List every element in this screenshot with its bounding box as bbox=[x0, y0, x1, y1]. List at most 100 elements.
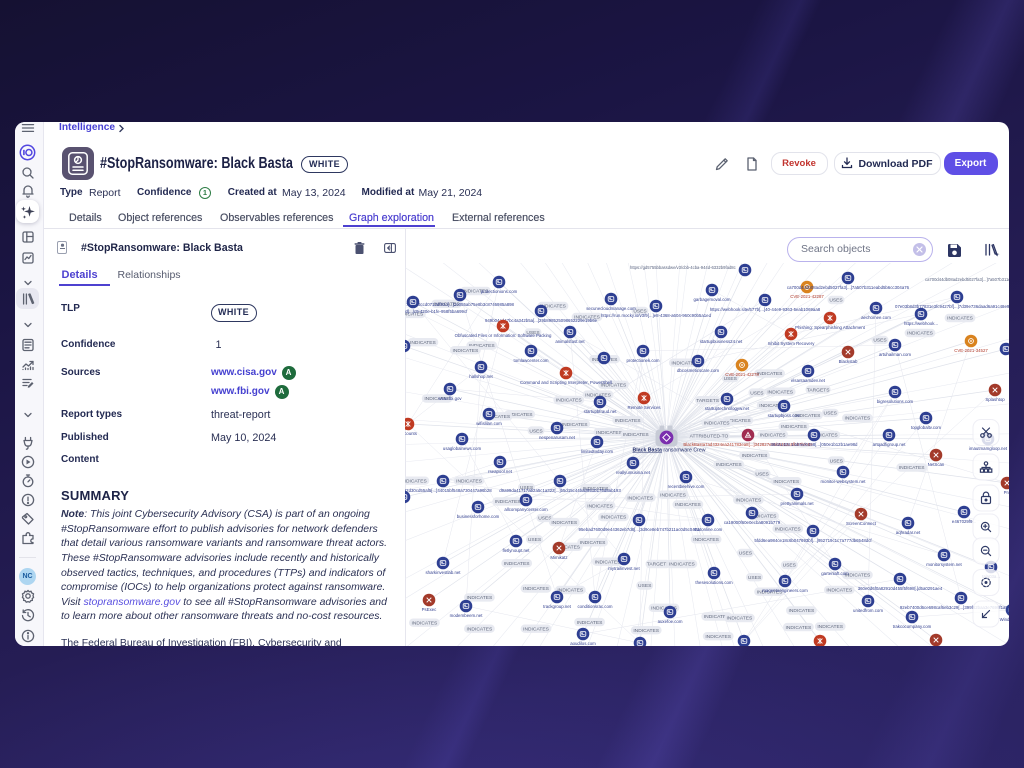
svg-text:INDICATES: INDICATES bbox=[727, 616, 753, 622]
svg-text:aechomee.com: aechomee.com bbox=[861, 315, 891, 320]
svg-text:INDICATES: INDICATES bbox=[540, 304, 566, 310]
svg-text:INDICATES: INDICATES bbox=[615, 418, 641, 424]
svg-text:INDICATES: INDICATES bbox=[845, 416, 871, 422]
svg-text:trakcocompany.com: trakcocompany.com bbox=[893, 624, 932, 629]
svg-text:INDICATES: INDICATES bbox=[463, 289, 489, 295]
svg-text:rnatonline.com: rnatonline.com bbox=[694, 527, 723, 532]
svg-text:INDICATES: INDICATES bbox=[725, 418, 751, 424]
svg-text:garbagemoval.com: garbagemoval.com bbox=[694, 297, 731, 302]
svg-text:protectionions.com: protectionions.com bbox=[481, 289, 518, 294]
svg-text:ScreenConnect: ScreenConnect bbox=[846, 521, 877, 526]
svg-text:artuhailman.com: artuhailman.com bbox=[879, 352, 911, 357]
svg-text:BlackBasta7ad4324ea241783ea8[.: BlackBasta7ad4324ea241783ea8[...]342827e… bbox=[683, 442, 813, 447]
svg-text:sharkinvestlab.net: sharkinvestlab.net bbox=[425, 570, 461, 575]
svg-text:INDICATES: INDICATES bbox=[585, 392, 611, 398]
svg-text:INDICATES: INDICATES bbox=[757, 371, 783, 377]
svg-text:INDICATES: INDICATES bbox=[623, 432, 649, 438]
svg-text:360e0d6f0a82910d455f5f698[.]d5: 360e0d6f0a82910d455f5f698[.]d5a0291ae4 bbox=[858, 586, 943, 591]
svg-text:USES: USES bbox=[824, 411, 838, 417]
svg-text:startupbfraud.net: startupbfraud.net bbox=[584, 409, 618, 414]
svg-text:INDICATES: INDICATES bbox=[795, 413, 821, 419]
svg-text:USES: USES bbox=[873, 338, 887, 344]
svg-text:www.fbi.gov: www.fbi.gov bbox=[438, 396, 462, 401]
svg-text:USES: USES bbox=[783, 563, 797, 569]
svg-text:gartenlaft.com: gartenlaft.com bbox=[821, 571, 849, 576]
svg-text:INDICATES: INDICATES bbox=[456, 478, 482, 484]
svg-text:5fdd6ea984ce18c6b047693bf[...]: 5fdd6ea984ce18c6b047693bf[...]952719c1c7… bbox=[754, 538, 872, 543]
svg-text:USES: USES bbox=[633, 309, 647, 315]
svg-text:INDICATES: INDICATES bbox=[554, 545, 580, 551]
svg-text:INDICATES: INDICATES bbox=[453, 348, 479, 354]
svg-text:ca19000f60e0ecba8091b779: ca19000f60e0ecba8091b779 bbox=[724, 520, 781, 525]
svg-text:animalsfast.net: animalsfast.net bbox=[555, 339, 585, 344]
svg-text:INDICATES: INDICATES bbox=[587, 503, 613, 509]
svg-text:auxefoe.com: auxefoe.com bbox=[658, 619, 683, 624]
svg-text:INDICATES: INDICATES bbox=[507, 412, 533, 418]
svg-text:INDICATES: INDICATES bbox=[495, 499, 521, 505]
svg-text:7ac092d30cd55af5[...]44015bf54: 7ac092d30cd55af5[...]44015bf548a730447a9… bbox=[405, 488, 492, 493]
svg-text:INDICATES: INDICATES bbox=[759, 403, 785, 409]
svg-text:https://gd5755bbassdwe/v3/cbb-: https://gd5755bbassdwe/v3/cbb-4cba-944d-… bbox=[630, 265, 736, 270]
svg-text:INDICATES: INDICATES bbox=[760, 432, 786, 438]
svg-text:INDICATES: INDICATES bbox=[523, 626, 549, 632]
svg-text:INDICATES: INDICATES bbox=[467, 626, 493, 632]
svg-text:INDICATES: INDICATES bbox=[580, 540, 606, 546]
svg-text:INDICATES: INDICATES bbox=[434, 302, 460, 308]
svg-text:startupbjoss.com: startupbjoss.com bbox=[768, 413, 801, 418]
svg-text:fletlynoupt.net: fletlynoupt.net bbox=[502, 548, 530, 553]
svg-text:92eb7400d6ce698caf6eb3c29[...]: 92eb7400d6ce698caf6eb3c29[...]399f62baa3… bbox=[900, 605, 1009, 610]
svg-text:Accounts: Accounts bbox=[405, 431, 418, 436]
svg-text:INDICATES: INDICATES bbox=[812, 433, 838, 439]
svg-text:Phishing: Spearphishing Attach: Phishing: Spearphishing Attachment bbox=[795, 325, 866, 330]
svg-text:startuptechnologyw.net: startuptechnologyw.net bbox=[705, 406, 750, 411]
svg-text:INDICATES: INDICATES bbox=[504, 561, 530, 567]
svg-text:Obfuscated Files or Informatio: Obfuscated Files or Information: Softwar… bbox=[455, 333, 552, 338]
svg-text:INDICATES: INDICATES bbox=[789, 608, 815, 614]
svg-text:INDICATES: INDICATES bbox=[845, 573, 871, 579]
svg-text:INDICATES: INDICATES bbox=[484, 414, 510, 420]
svg-text:TARGETS: TARGETS bbox=[807, 387, 830, 393]
svg-text:ca700d44db08ad2ebd5027fa3[...]: ca700d44db08ad2ebd5027fa3[...]7a507b311e… bbox=[925, 277, 1009, 282]
svg-text:INDICATES: INDICATES bbox=[467, 595, 493, 601]
svg-text:startupbusiness24.net: startupbusiness24.net bbox=[700, 339, 743, 344]
svg-text:INDICATES: INDICATES bbox=[562, 422, 588, 428]
svg-text:INDICATES: INDICATES bbox=[601, 515, 627, 521]
svg-text:ca700d44db08ad2ebd5027fa3[...]: ca700d44db08ad2ebd5027fa3[...]7a507b311e… bbox=[787, 285, 910, 290]
svg-text:INDICATES: INDICATES bbox=[557, 588, 583, 594]
svg-text:INDICATES: INDICATES bbox=[751, 514, 777, 520]
svg-text:INDICATES: INDICATES bbox=[907, 331, 933, 337]
svg-text:INDICATES: INDICATES bbox=[412, 620, 438, 626]
svg-text:INDICATES: INDICATES bbox=[786, 625, 812, 631]
svg-text:prettyanimals.net: prettyanimals.net bbox=[780, 501, 814, 506]
svg-text:trackgroup.net: trackgroup.net bbox=[543, 604, 572, 609]
svg-text:usaglobalnews.com: usaglobalnews.com bbox=[443, 446, 482, 451]
svg-text:aoudilos.com: aoudilos.com bbox=[570, 641, 596, 646]
svg-text:INDICATES: INDICATES bbox=[947, 316, 973, 322]
svg-text:INDICATES: INDICATES bbox=[595, 559, 621, 565]
svg-text:magentoengineers.com: magentoengineers.com bbox=[762, 588, 808, 593]
svg-text:USES: USES bbox=[638, 583, 652, 589]
svg-text:hallshop.net: hallshop.net bbox=[469, 374, 493, 379]
svg-text:INDICATES: INDICATES bbox=[757, 589, 783, 595]
svg-text:rseapool.net: rseapool.net bbox=[488, 469, 513, 474]
svg-text:topglobaltv.com: topglobaltv.com bbox=[911, 425, 941, 430]
svg-text:aqhradar.net: aqhradar.net bbox=[896, 530, 921, 535]
svg-text:https://webhook.site/577b[...]: https://webhook.site/577b[...]40-44e9-93… bbox=[710, 307, 821, 312]
svg-text:INDICATES: INDICATES bbox=[601, 383, 627, 389]
svg-text:https://webhook.site/508d[...]: https://webhook.site/508d[...]c9-420e-b1… bbox=[405, 309, 468, 314]
svg-text:INDICATES: INDICATES bbox=[523, 586, 549, 592]
svg-text:USES: USES bbox=[755, 471, 769, 477]
svg-text:INDICATES: INDICATES bbox=[899, 465, 925, 471]
svg-text:artqadfigroup.net: artqadfigroup.net bbox=[873, 442, 907, 447]
svg-text:INDICATES: INDICATES bbox=[671, 360, 697, 366]
svg-text:Splashtop: Splashtop bbox=[985, 397, 1005, 402]
svg-text:INDICATES: INDICATES bbox=[775, 526, 801, 532]
svg-text:INDICATES: INDICATES bbox=[583, 486, 609, 492]
svg-text:elsantaamdev.net: elsantaamdev.net bbox=[791, 378, 826, 383]
svg-text:INDICATES: INDICATES bbox=[693, 537, 719, 543]
svg-text:USES: USES bbox=[538, 516, 552, 522]
svg-text:ATTRIBUTED-TO: ATTRIBUTED-TO bbox=[690, 434, 729, 440]
svg-text:reallyumusina.net: reallyumusina.net bbox=[616, 470, 651, 475]
svg-text:conditionsrac.com: conditionsrac.com bbox=[577, 604, 612, 609]
svg-text:allcompanycenter.com: allcompanycenter.com bbox=[504, 507, 548, 512]
